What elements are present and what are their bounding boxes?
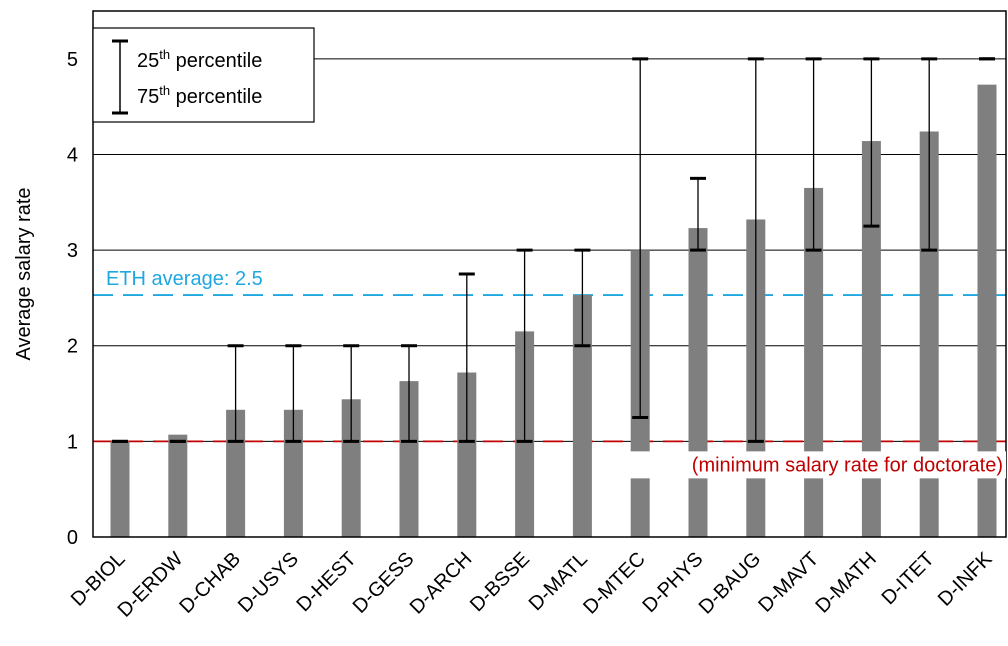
y-axis-title: Average salary rate (13, 187, 35, 360)
bar-D-INFK (977, 84, 997, 537)
legend-label-75th: 75th percentile (137, 83, 262, 108)
y-tick-label-4: 4 (67, 144, 78, 166)
legend-75-number: 75 (137, 86, 159, 108)
minimum-rate-label-background (592, 451, 1006, 479)
bar-D-MATL (572, 295, 592, 537)
legend-box (92, 27, 315, 123)
y-tick-label-0: 0 (67, 527, 78, 549)
reference-lines (93, 294, 1006, 443)
plot-frame (92, 10, 1007, 538)
error-bars (112, 57, 995, 443)
bar-D-ERDW (168, 434, 188, 537)
legend-25-superscript: th (159, 47, 170, 62)
bar-D-HEST (341, 399, 361, 537)
y-tick-labels: 0 1 2 3 4 5 (67, 49, 78, 549)
bar-D-PHYS (688, 228, 708, 537)
legend-75-text: percentile (170, 86, 262, 108)
legend-25-text: percentile (170, 50, 262, 72)
y-tick-label-1: 1 (67, 431, 78, 453)
bar-D-MAVT (804, 187, 824, 537)
legend: 25th percentile 75th percentile (92, 27, 315, 123)
y-tick-label-2: 2 (67, 336, 78, 358)
legend-label-25th: 25th percentile (137, 47, 262, 72)
minimum-rate-label: (minimum salary rate for doctorate) (692, 454, 1003, 476)
y-tick-label-3: 3 (67, 240, 78, 262)
y-tick-label-5: 5 (67, 49, 78, 71)
legend-25-number: 25 (137, 50, 159, 72)
eth-average-label: ETH average: 2.5 (106, 268, 263, 290)
bar-D-ITET (919, 131, 939, 537)
bar-D-BIOL (110, 441, 130, 537)
legend-75-superscript: th (159, 83, 170, 98)
bar-D-GESS (399, 381, 419, 537)
bar-D-MATH (861, 141, 881, 537)
bar-D-ARCH (457, 372, 477, 537)
